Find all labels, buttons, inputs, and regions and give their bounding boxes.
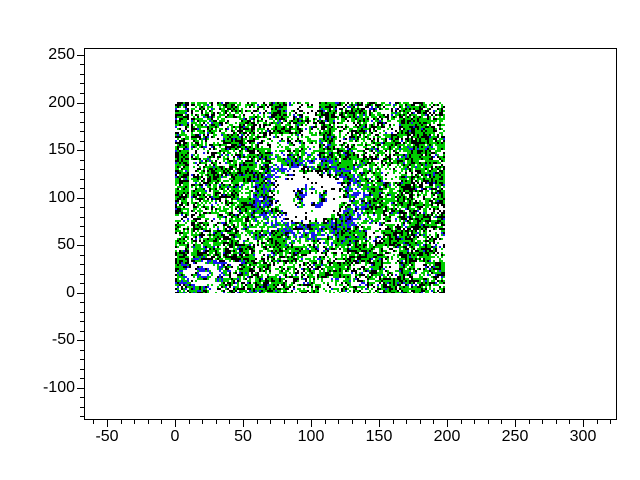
tick-mark — [529, 420, 530, 424]
tick-mark — [488, 420, 489, 424]
tick-mark — [80, 416, 84, 417]
tick-mark — [80, 264, 84, 265]
tick-mark — [189, 420, 190, 424]
tick-mark — [80, 179, 84, 180]
tick-mark — [80, 188, 84, 189]
y-tick-label: 150 — [48, 141, 75, 158]
tick-mark — [80, 378, 84, 379]
y-tick-label: 250 — [48, 46, 75, 63]
tick-mark — [229, 420, 230, 424]
tick-mark — [80, 207, 84, 208]
tick-mark — [325, 420, 326, 424]
y-tick-label: 100 — [48, 189, 75, 206]
tick-mark — [556, 420, 557, 424]
tick-mark — [243, 420, 244, 427]
tick-mark — [77, 340, 84, 341]
tick-mark — [542, 420, 543, 424]
tick-mark — [77, 198, 84, 199]
tick-mark — [270, 420, 271, 424]
tick-mark — [80, 312, 84, 313]
tick-mark — [121, 420, 122, 424]
tick-mark — [80, 350, 84, 351]
tick-mark — [569, 420, 570, 424]
tick-mark — [80, 321, 84, 322]
tick-mark — [447, 420, 448, 427]
tick-mark — [80, 93, 84, 94]
tick-mark — [297, 420, 298, 424]
x-tick-label: 0 — [170, 428, 180, 445]
y-tick-label: 0 — [66, 284, 75, 301]
tick-mark — [80, 369, 84, 370]
tick-mark — [80, 64, 84, 65]
tick-mark — [134, 420, 135, 424]
x-tick-label: 50 — [234, 428, 252, 445]
tick-mark — [80, 131, 84, 132]
y-tick-label: 50 — [57, 236, 75, 253]
tick-mark — [433, 420, 434, 424]
tick-mark — [80, 397, 84, 398]
y-tick-label: -100 — [42, 379, 75, 396]
tick-mark — [77, 245, 84, 246]
tick-mark — [474, 420, 475, 424]
tick-mark — [80, 169, 84, 170]
tick-mark — [461, 420, 462, 424]
tick-mark — [77, 150, 84, 151]
tick-mark — [597, 420, 598, 424]
tick-mark — [80, 226, 84, 227]
tick-mark — [406, 420, 407, 424]
tick-mark — [379, 420, 380, 427]
tick-mark — [80, 274, 84, 275]
tick-mark — [80, 141, 84, 142]
tick-mark — [393, 420, 394, 424]
noise-field-canvas — [175, 102, 445, 293]
tick-mark — [216, 420, 217, 424]
tick-mark — [80, 255, 84, 256]
x-tick-label: -50 — [95, 428, 119, 445]
y-tick-label: 200 — [48, 94, 75, 111]
x-tick-label: 200 — [433, 428, 461, 445]
y-tick-label: -50 — [51, 331, 75, 348]
tick-mark — [365, 420, 366, 424]
tick-mark — [80, 160, 84, 161]
tick-mark — [77, 103, 84, 104]
x-tick-label: 250 — [501, 428, 529, 445]
x-tick-label: 150 — [365, 428, 393, 445]
tick-mark — [80, 83, 84, 84]
tick-mark — [80, 331, 84, 332]
tick-mark — [202, 420, 203, 424]
tick-mark — [80, 302, 84, 303]
tick-mark — [77, 293, 84, 294]
tick-mark — [311, 420, 312, 427]
tick-mark — [420, 420, 421, 424]
tick-mark — [257, 420, 258, 424]
tick-mark — [80, 236, 84, 237]
tick-mark — [80, 407, 84, 408]
tick-mark — [161, 420, 162, 424]
tick-mark — [148, 420, 149, 424]
tick-mark — [80, 217, 84, 218]
tick-mark — [583, 420, 584, 427]
tick-mark — [80, 112, 84, 113]
tick-mark — [80, 283, 84, 284]
tick-mark — [501, 420, 502, 424]
tick-mark — [610, 420, 611, 424]
tick-mark — [77, 388, 84, 389]
tick-mark — [93, 420, 94, 424]
tick-mark — [80, 74, 84, 75]
x-tick-label: 300 — [569, 428, 597, 445]
tick-mark — [80, 122, 84, 123]
tick-mark — [77, 55, 84, 56]
tick-mark — [284, 420, 285, 424]
tick-mark — [338, 420, 339, 424]
tick-mark — [175, 420, 176, 427]
x-tick-label: 100 — [297, 428, 325, 445]
tick-mark — [80, 359, 84, 360]
tick-mark — [107, 420, 108, 427]
plot-box — [84, 48, 617, 420]
tick-mark — [352, 420, 353, 424]
tick-mark — [515, 420, 516, 427]
